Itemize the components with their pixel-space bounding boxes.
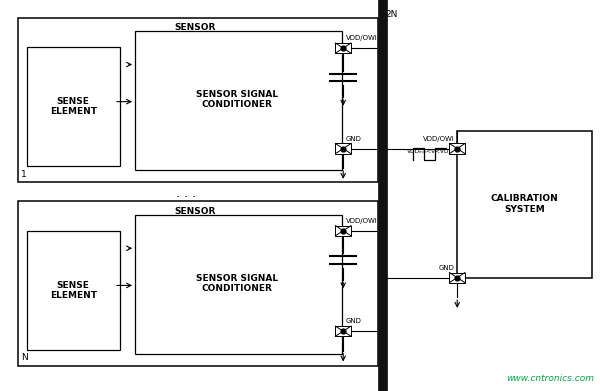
Bar: [27, 47, 120, 166]
Text: . . .: . . .: [176, 187, 196, 200]
Text: VDD/OWi: VDD/OWi: [346, 218, 377, 224]
Bar: [18, 201, 378, 366]
Bar: [135, 31, 342, 170]
Bar: [135, 215, 342, 354]
Bar: [335, 326, 351, 336]
Bar: [335, 43, 351, 53]
Text: SENSOR: SENSOR: [175, 207, 215, 216]
Bar: [18, 18, 378, 182]
Bar: [449, 143, 465, 154]
Bar: [27, 231, 120, 350]
Bar: [335, 226, 351, 236]
Bar: [335, 143, 351, 154]
Text: 2N: 2N: [385, 10, 398, 19]
Text: GND: GND: [346, 318, 361, 324]
Text: VDDₘᵢₙ<V<VDD: VDDₘᵢₙ<V<VDD: [407, 149, 454, 154]
Text: www.cntronics.com: www.cntronics.com: [506, 374, 594, 383]
Text: N: N: [21, 353, 28, 362]
Text: SENSOR SIGNAL
CONDITIONER: SENSOR SIGNAL CONDITIONER: [196, 274, 278, 293]
Text: SENSOR SIGNAL
CONDITIONER: SENSOR SIGNAL CONDITIONER: [196, 90, 278, 109]
Bar: [449, 273, 465, 283]
Bar: [457, 131, 592, 278]
Text: CALIBRATION
SYSTEM: CALIBRATION SYSTEM: [491, 194, 558, 214]
Text: SENSE
ELEMENT: SENSE ELEMENT: [50, 97, 97, 117]
Text: VDD/OWi: VDD/OWi: [422, 136, 454, 142]
Text: SENSE
ELEMENT: SENSE ELEMENT: [50, 281, 97, 300]
Text: GND: GND: [346, 136, 361, 142]
Text: SENSOR: SENSOR: [175, 23, 215, 32]
Text: GND: GND: [439, 265, 454, 271]
Text: VDD/OWi: VDD/OWi: [346, 35, 377, 41]
Text: 1: 1: [21, 170, 27, 179]
